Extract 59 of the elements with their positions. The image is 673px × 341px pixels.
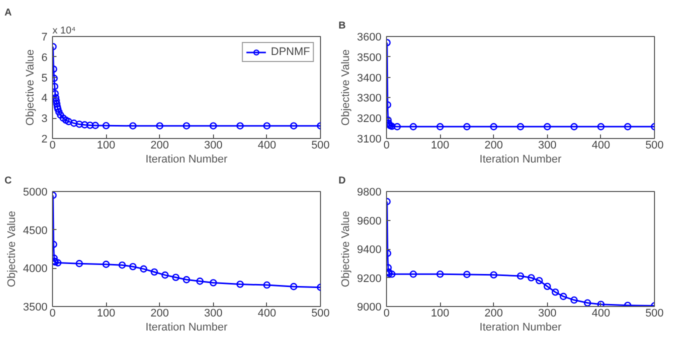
x-tick-label: 400 xyxy=(592,140,610,152)
y-tick-label: 9200 xyxy=(357,272,382,285)
chart-title: B xyxy=(338,20,346,32)
chart-title: A xyxy=(4,8,12,18)
y-axis-title: Objective Value xyxy=(340,210,352,288)
x-axis-title: Iteration Number xyxy=(146,322,228,334)
y-tick-label: 4500 xyxy=(23,224,48,237)
x-tick-label: 200 xyxy=(150,140,169,152)
x-tick-label: 200 xyxy=(484,140,503,152)
legend-label: DPNMF xyxy=(270,46,310,58)
x-tick-label: 400 xyxy=(592,308,610,320)
y-axis-title: Objective Value xyxy=(24,49,36,126)
y-tick-label: 5 xyxy=(41,72,48,84)
x-tick-label: 400 xyxy=(258,140,276,152)
y-tick-label: 3100 xyxy=(357,134,382,146)
y-tick-label: 3500 xyxy=(357,52,382,64)
x-tick-label: 100 xyxy=(430,140,450,152)
x-tick-label: 500 xyxy=(645,140,664,152)
y-tick-label: 3600 xyxy=(357,32,382,44)
y-tick-label: 3300 xyxy=(357,92,382,105)
y-tick-label: 9400 xyxy=(357,244,382,256)
x-tick-label: 500 xyxy=(311,308,330,320)
x-axis-title: Iteration Number xyxy=(146,154,228,166)
x-tick-label: 300 xyxy=(538,308,556,320)
y-axis-title: Objective Value xyxy=(340,49,352,126)
y-tick-label: 7 xyxy=(41,32,48,44)
x-tick-label: 100 xyxy=(430,308,450,320)
y-tick-label: 3400 xyxy=(357,72,382,84)
x-tick-label: 300 xyxy=(538,140,556,152)
chart-title: D xyxy=(338,176,346,186)
x-tick-label: 300 xyxy=(204,140,222,152)
x-tick-label: 200 xyxy=(484,308,503,320)
x-axis-title: Iteration Number xyxy=(480,322,562,334)
y-tick-label: 9000 xyxy=(357,302,382,314)
y-tick-label: 9800 xyxy=(357,186,382,198)
x-tick-label: 0 xyxy=(49,140,56,152)
y-tick-label: 3200 xyxy=(357,113,382,126)
y-tick-label: 4 xyxy=(41,92,48,105)
x-tick-label: 0 xyxy=(383,308,390,320)
y-tick-label: 6 xyxy=(41,52,48,64)
x-tick-label: 300 xyxy=(204,308,222,320)
y-axis-title: Objective Value xyxy=(6,210,18,288)
x-tick-label: 200 xyxy=(150,308,169,320)
x-tick-label: 500 xyxy=(645,308,664,320)
x-tick-label: 500 xyxy=(311,140,330,152)
y-tick-label: 3500 xyxy=(23,302,48,314)
x-tick-label: 100 xyxy=(96,308,116,320)
x-tick-label: 0 xyxy=(49,308,56,320)
y-tick-label: 9600 xyxy=(357,215,382,228)
x-tick-label: 100 xyxy=(96,140,116,152)
y-tick-label: 3 xyxy=(41,113,48,126)
x-axis-title: Iteration Number xyxy=(480,154,562,166)
x-tick-label: 0 xyxy=(383,140,390,152)
chart-title: C xyxy=(4,176,12,186)
y-tick-label: 2 xyxy=(41,134,48,146)
y-tick-label: 5000 xyxy=(23,186,48,198)
y-tick-label: 4000 xyxy=(23,263,48,276)
x-tick-label: 400 xyxy=(258,308,276,320)
annotation: x 10⁴ xyxy=(52,26,76,36)
